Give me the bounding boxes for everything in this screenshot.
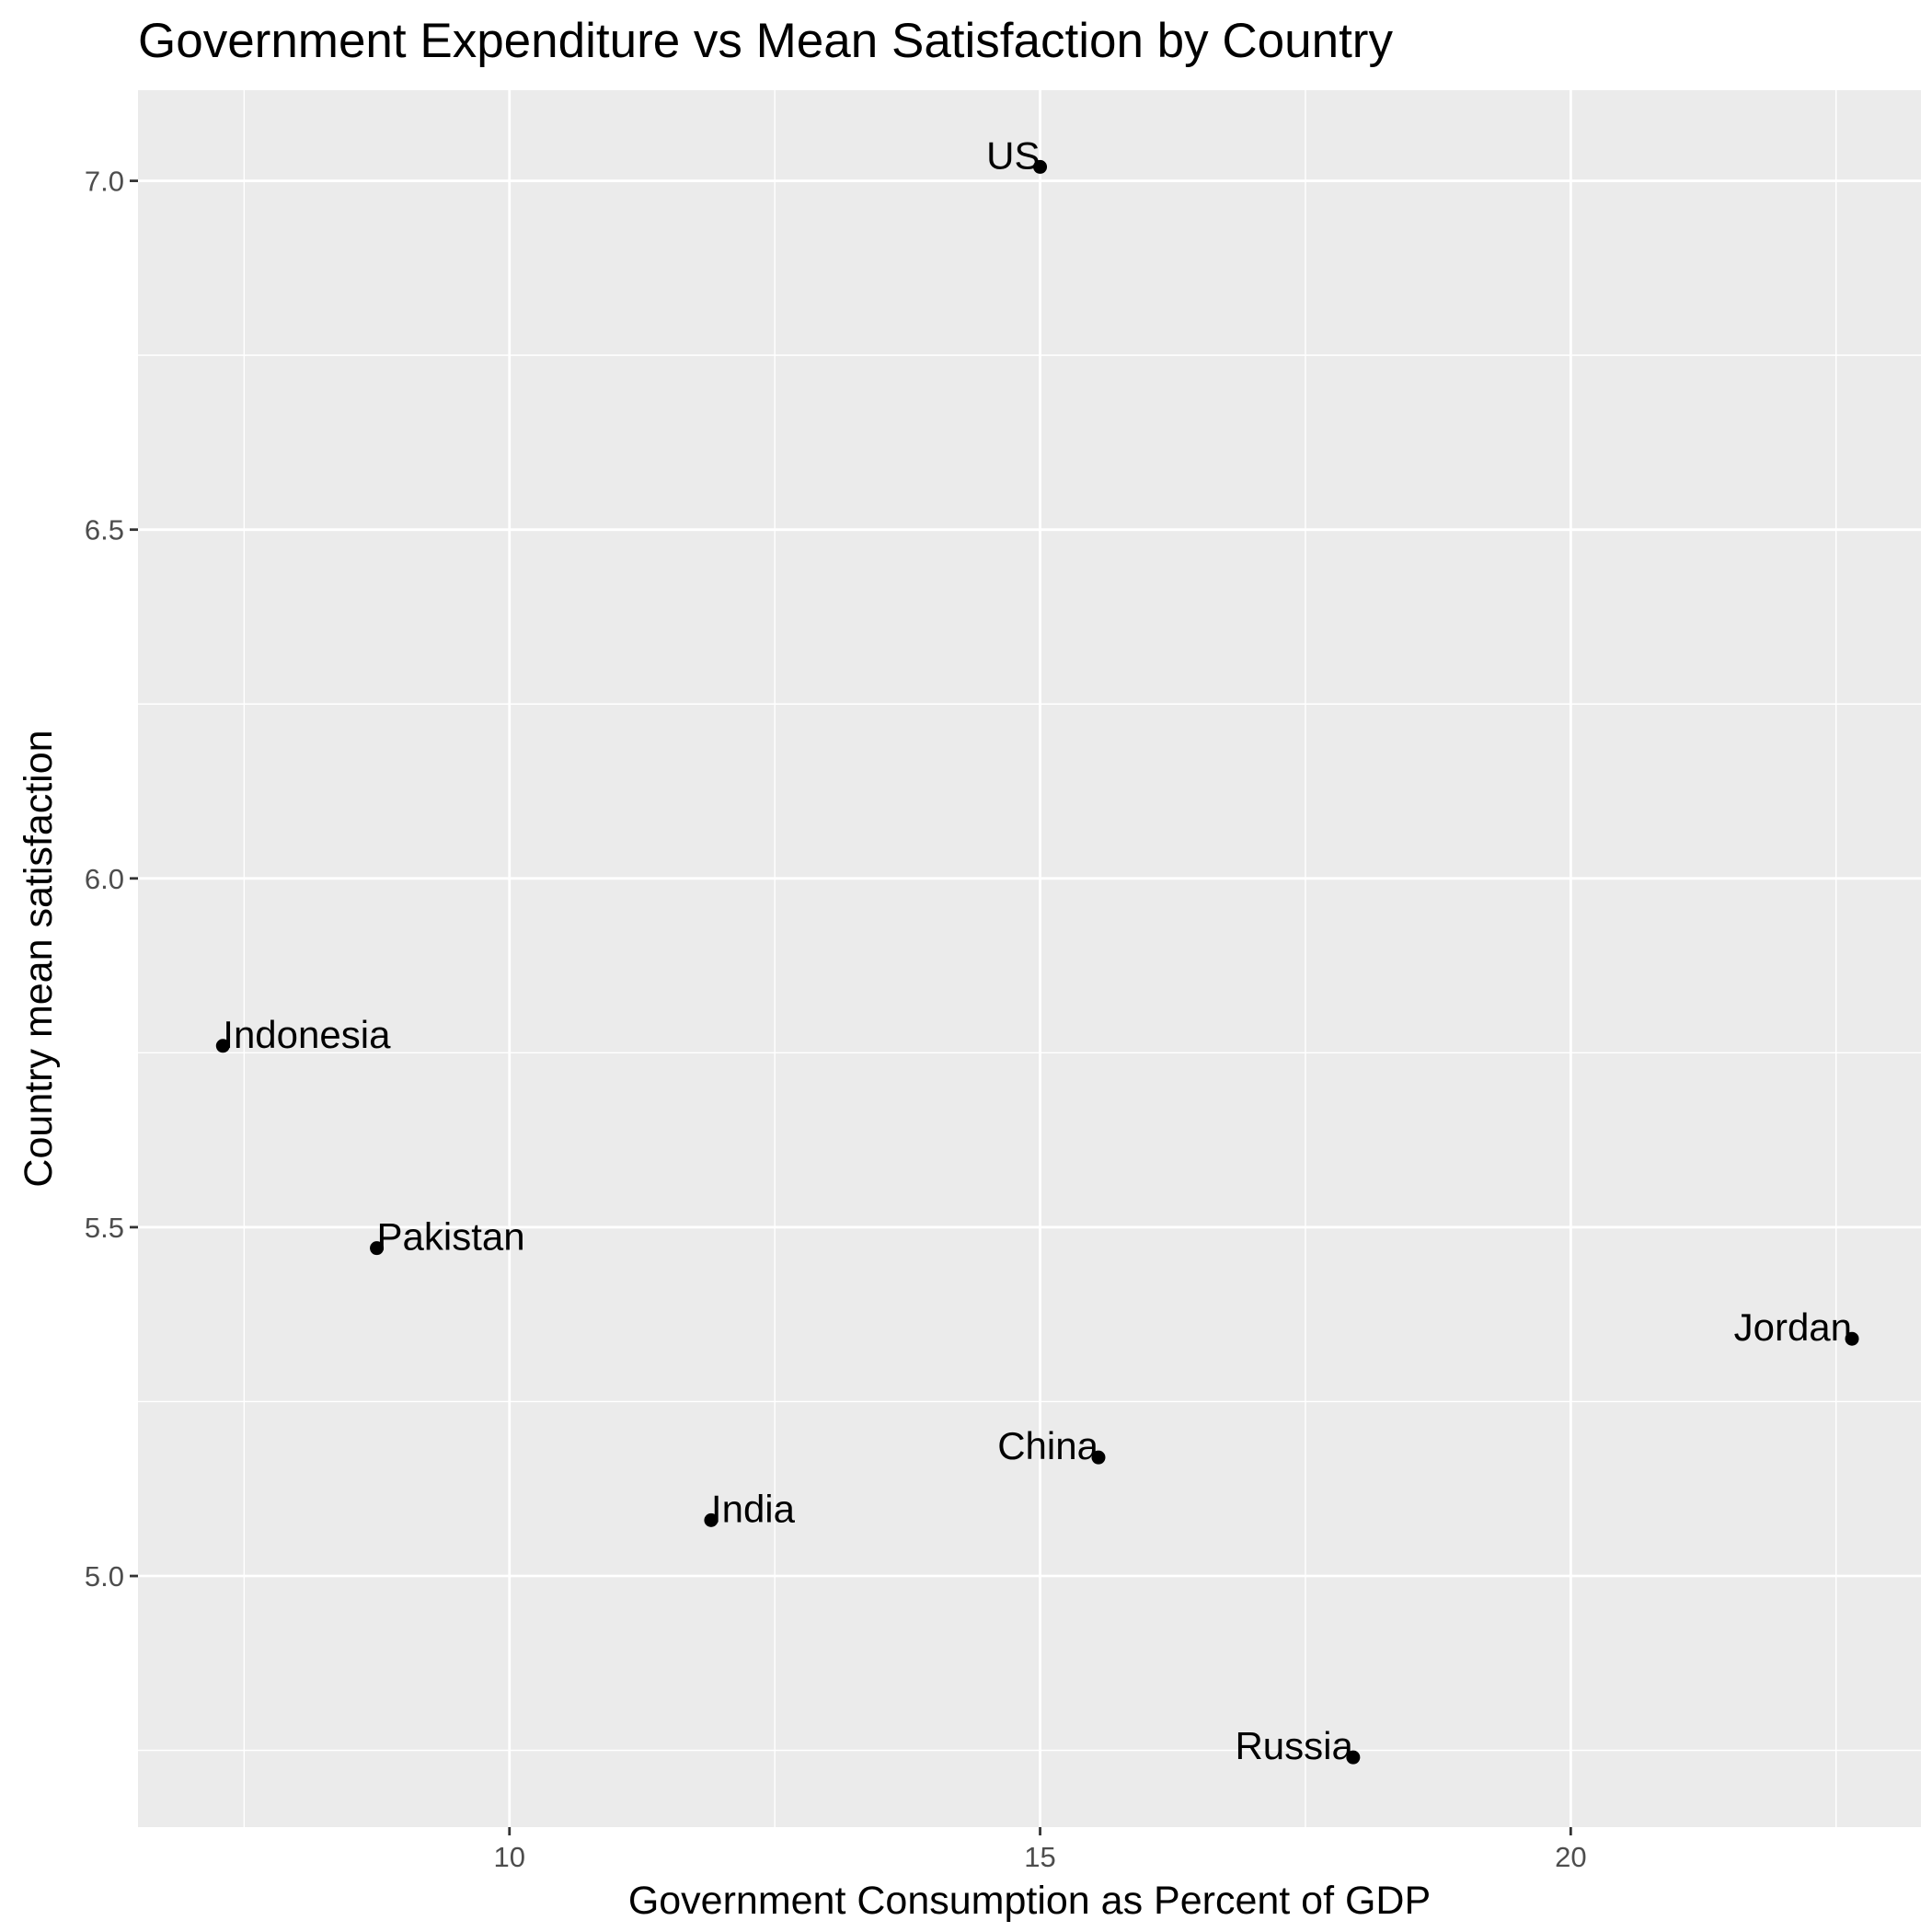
- y-tick-label: 6.5: [85, 514, 124, 546]
- point-labels: US Indonesia Pakistan Jordan China India Russi…: [223, 133, 1852, 1767]
- x-tick-label: 15: [1024, 1841, 1055, 1873]
- axis-ticks: [130, 179, 1572, 1835]
- minor-gridlines: [138, 90, 1921, 1827]
- chart-title: Government Expenditure vs Mean Satisfact…: [138, 14, 1393, 68]
- y-axis-title: Country mean satisfaction: [17, 730, 61, 1187]
- plot-panel: [138, 90, 1921, 1827]
- data-point-label: China: [997, 1424, 1098, 1467]
- data-point: [370, 1241, 385, 1256]
- data-points: [215, 159, 1859, 1765]
- y-tick-label: 5.0: [85, 1560, 124, 1593]
- data-point: [1091, 1450, 1106, 1465]
- data-point: [215, 1039, 230, 1053]
- y-tick-label: 5.5: [85, 1212, 124, 1244]
- data-point-label: Jordan: [1734, 1305, 1852, 1349]
- x-axis-title: Government Consumption as Percent of GDP: [628, 1879, 1431, 1923]
- x-tick-label: 20: [1555, 1841, 1586, 1873]
- major-gridlines: [138, 90, 1921, 1827]
- tick-labels: 10 15 20 5.0 5.5 6.0 6.5 7.0: [85, 166, 1587, 1873]
- data-point: [1033, 159, 1048, 174]
- data-point-label: US: [986, 133, 1040, 177]
- y-tick-label: 6.0: [85, 863, 124, 895]
- data-point: [704, 1512, 719, 1527]
- y-tick-label: 7.0: [85, 166, 124, 198]
- data-point-label: Pakistan: [377, 1215, 525, 1259]
- data-point-label: Indonesia: [223, 1013, 391, 1056]
- data-point: [1346, 1750, 1361, 1765]
- data-point: [1845, 1331, 1859, 1346]
- data-point-label: India: [711, 1487, 796, 1530]
- x-tick-label: 10: [494, 1841, 525, 1873]
- data-point-label: Russia: [1235, 1724, 1353, 1767]
